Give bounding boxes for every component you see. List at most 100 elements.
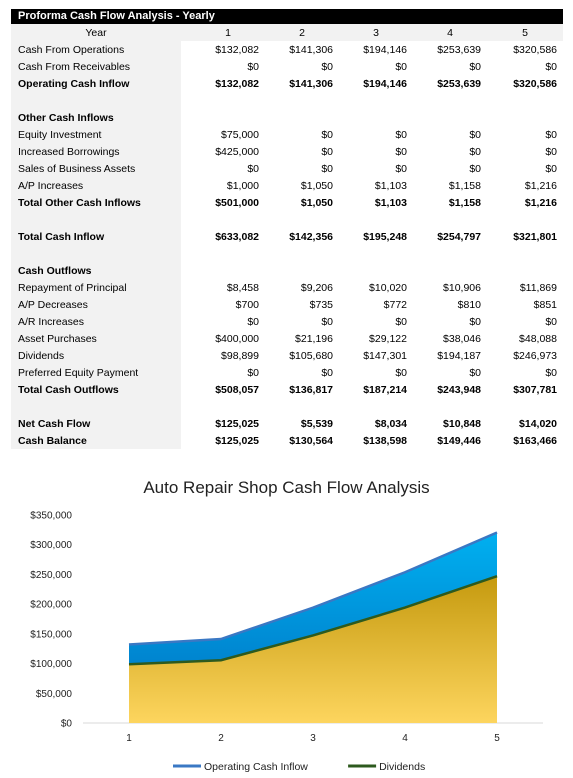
- cell-year-3: $1,103: [374, 179, 407, 192]
- cell-year-2: $0: [321, 366, 333, 379]
- row-label: Net Cash Flow: [11, 415, 181, 432]
- cell-year-5: $307,781: [513, 383, 557, 396]
- y-tick-label: $0: [61, 719, 73, 730]
- cell-year-3: $0: [395, 366, 407, 379]
- header-year-5: 5: [487, 24, 563, 41]
- row-label: Dividends: [11, 347, 181, 364]
- header-year-3: 3: [339, 24, 413, 41]
- cell-year-4: $253,639: [437, 77, 481, 90]
- cell-year-1: $400,000: [215, 332, 259, 345]
- row-label: [11, 211, 181, 228]
- cell-year-1: [191, 109, 265, 126]
- cell-year-1: $132,082: [215, 43, 259, 56]
- cell-year-4: [413, 398, 487, 415]
- row-gap: [181, 58, 191, 75]
- cash-flow-table-region: Proforma Cash Flow Analysis - Yearly Yea…: [11, 9, 563, 449]
- cell-year-4: $0: [469, 366, 481, 379]
- x-tick-label: 1: [126, 733, 132, 744]
- x-axis: 1 2 3 4 5: [83, 722, 543, 744]
- cell-year-5: [487, 262, 563, 279]
- cell-year-3: $138,598: [363, 434, 407, 447]
- cell-year-1: $501,000: [215, 196, 259, 209]
- cell-year-5: $320,586: [513, 77, 557, 90]
- header-year-4: 4: [413, 24, 487, 41]
- cell-year-1: $425,000: [215, 145, 259, 158]
- row-label: Cash From Operations: [11, 41, 181, 58]
- row-gap: [181, 432, 191, 449]
- row-gap: [181, 228, 191, 245]
- row-label: Cash Balance: [11, 432, 181, 449]
- cell-year-3: $187,214: [363, 383, 407, 396]
- row-label: Repayment of Principal: [11, 279, 181, 296]
- x-tick-label: 2: [218, 733, 224, 744]
- legend-label: Operating Cash Inflow: [204, 761, 308, 773]
- row-label: Increased Borrowings: [11, 143, 181, 160]
- y-tick-label: $50,000: [36, 689, 73, 700]
- cell-year-5: $0: [545, 162, 557, 175]
- cell-year-2: [265, 262, 339, 279]
- cell-year-1: $0: [247, 60, 259, 73]
- cell-year-4: [413, 262, 487, 279]
- row-gap: [181, 398, 191, 415]
- cell-year-2: $105,680: [289, 349, 333, 362]
- row-gap: [181, 415, 191, 432]
- cell-year-2: $130,564: [289, 434, 333, 447]
- cell-year-3: $0: [395, 315, 407, 328]
- cell-year-2: $0: [321, 145, 333, 158]
- cell-year-5: $0: [545, 145, 557, 158]
- cell-year-2: [265, 109, 339, 126]
- row-gap: [181, 296, 191, 313]
- y-tick-label: $250,000: [30, 570, 72, 581]
- cell-year-4: $10,848: [443, 417, 481, 430]
- table-row: Cash Balance $125,025 $130,564 $138,598 $149…: [11, 432, 563, 449]
- cell-year-3: [339, 245, 413, 262]
- area-dividends: [129, 576, 497, 723]
- row-gap: [181, 279, 191, 296]
- table-row: [11, 211, 563, 228]
- cell-year-3: $10,020: [369, 281, 407, 294]
- y-tick-label: $100,000: [30, 659, 72, 670]
- cell-year-2: [265, 245, 339, 262]
- chart-canvas: $0 $50,000 $100,000 $150,000 $200,000 $250,00…: [30, 511, 543, 773]
- legend-label: Dividends: [379, 761, 425, 773]
- cell-year-4: $253,639: [437, 43, 481, 56]
- table-title: Proforma Cash Flow Analysis - Yearly: [11, 9, 563, 24]
- row-label: Sales of Business Assets: [11, 160, 181, 177]
- table-row: [11, 92, 563, 109]
- cell-year-1: $0: [247, 366, 259, 379]
- cell-year-4: [413, 211, 487, 228]
- y-axis: $0 $50,000 $100,000 $150,000 $200,000 $250,00…: [30, 511, 72, 730]
- cell-year-1: $0: [247, 315, 259, 328]
- row-gap: [181, 177, 191, 194]
- cell-year-4: [413, 245, 487, 262]
- cell-year-3: [339, 211, 413, 228]
- cell-year-5: [487, 245, 563, 262]
- table-row: Net Cash Flow $125,025 $5,539 $8,034 $10,848…: [11, 415, 563, 432]
- row-gap: [181, 109, 191, 126]
- cash-flow-chart: Auto Repair Shop Cash Flow Analysis $0 $5…: [0, 470, 573, 778]
- row-gap: [181, 75, 191, 92]
- row-gap: [181, 262, 191, 279]
- y-tick-label: $200,000: [30, 600, 72, 611]
- cell-year-5: $0: [545, 315, 557, 328]
- cell-year-1: $633,082: [215, 230, 259, 243]
- x-tick-label: 3: [310, 733, 316, 744]
- cell-year-4: $194,187: [437, 349, 481, 362]
- cell-year-5: [487, 211, 563, 228]
- header-year-label: Year: [11, 24, 181, 41]
- row-label: Total Other Cash Inflows: [11, 194, 181, 211]
- cell-year-1: $700: [235, 298, 259, 311]
- table-row: Total Other Cash Inflows $501,000 $1,050 $1…: [11, 194, 563, 211]
- table-row: A/R Increases $0 $0 $0 $0 $0: [11, 313, 563, 330]
- cell-year-2: $141,306: [289, 43, 333, 56]
- row-label: A/P Increases: [11, 177, 181, 194]
- table-row: Repayment of Principal $8,458 $9,206 $10,02…: [11, 279, 563, 296]
- cell-year-3: $0: [395, 145, 407, 158]
- cell-year-1: $125,025: [215, 434, 259, 447]
- cell-year-2: $1,050: [300, 196, 333, 209]
- table-row: Total Cash Outflows $508,057 $136,817 $187,…: [11, 381, 563, 398]
- row-gap: [181, 126, 191, 143]
- cash-flow-table: Year 1 2 3 4 5 Cash From Operations $132,082 $14…: [11, 24, 563, 449]
- cell-year-5: [487, 92, 563, 109]
- cell-year-1: $132,082: [215, 77, 259, 90]
